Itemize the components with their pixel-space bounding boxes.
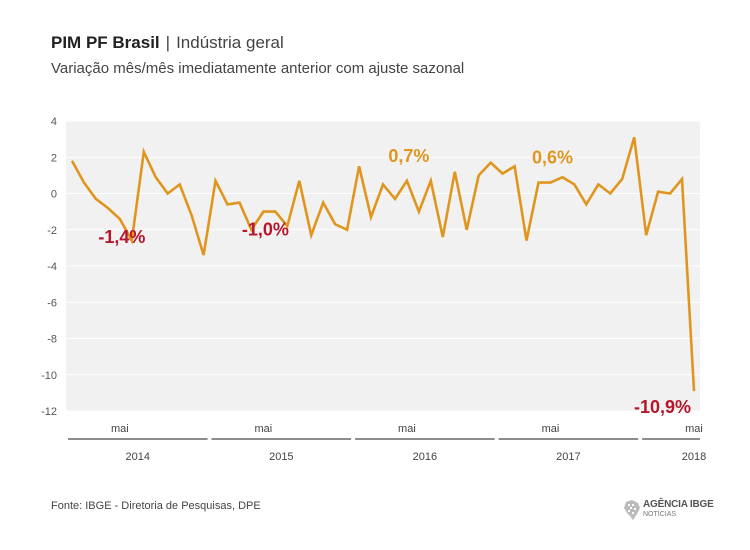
data-label: -10,9% <box>634 397 691 417</box>
logo-line2: NOTÍCIAS <box>643 511 677 518</box>
chart-title: PIM PF Brasil <box>51 33 160 52</box>
chart-subtitle: Variação mês/mês imediatamente anterior … <box>51 60 465 77</box>
x-tick-label-month: mai <box>398 423 416 435</box>
chart-title-suffix: Indústria geral <box>176 33 284 52</box>
x-tick-label-month: mai <box>111 423 129 435</box>
x-tick-label-month: mai <box>255 423 273 435</box>
y-tick-label: 2 <box>51 152 57 164</box>
y-tick-label: -2 <box>47 225 57 237</box>
brazil-map-icon <box>624 500 640 520</box>
source-note: Fonte: IBGE - Diretoria de Pesquisas, DP… <box>51 500 261 512</box>
x-tick-label-year: 2015 <box>269 451 293 463</box>
data-label: 0,7% <box>388 146 429 166</box>
data-label: -1,0% <box>242 220 289 240</box>
y-tick-label: -10 <box>41 370 57 382</box>
agencia-ibge-logo: AGÊNCIA IBGE NOTÍCIAS <box>623 498 714 524</box>
y-tick-label: -8 <box>47 334 57 346</box>
series-line <box>70 136 696 392</box>
title-separator: | <box>165 33 171 52</box>
logo-line1: AGÊNCIA IBGE <box>643 499 714 510</box>
x-tick-label-year: 2016 <box>413 451 437 463</box>
x-tick-label-year: 2014 <box>126 451 150 463</box>
data-label: -1,4% <box>98 227 145 247</box>
x-tick-label-year: 2018 <box>682 451 706 463</box>
y-tick-label: 4 <box>51 116 57 128</box>
y-tick-label: -4 <box>47 261 57 273</box>
y-tick-label: -6 <box>47 297 57 309</box>
x-tick-label-month: mai <box>542 423 560 435</box>
y-tick-label: -12 <box>41 406 57 418</box>
x-tick-label-month: mai <box>685 423 703 435</box>
y-tick-label: 0 <box>51 189 57 201</box>
chart-title-row: PIM PF Brasil | Indústria geral <box>51 33 284 53</box>
x-tick-label-year: 2017 <box>556 451 580 463</box>
data-label: 0,6% <box>532 148 573 168</box>
